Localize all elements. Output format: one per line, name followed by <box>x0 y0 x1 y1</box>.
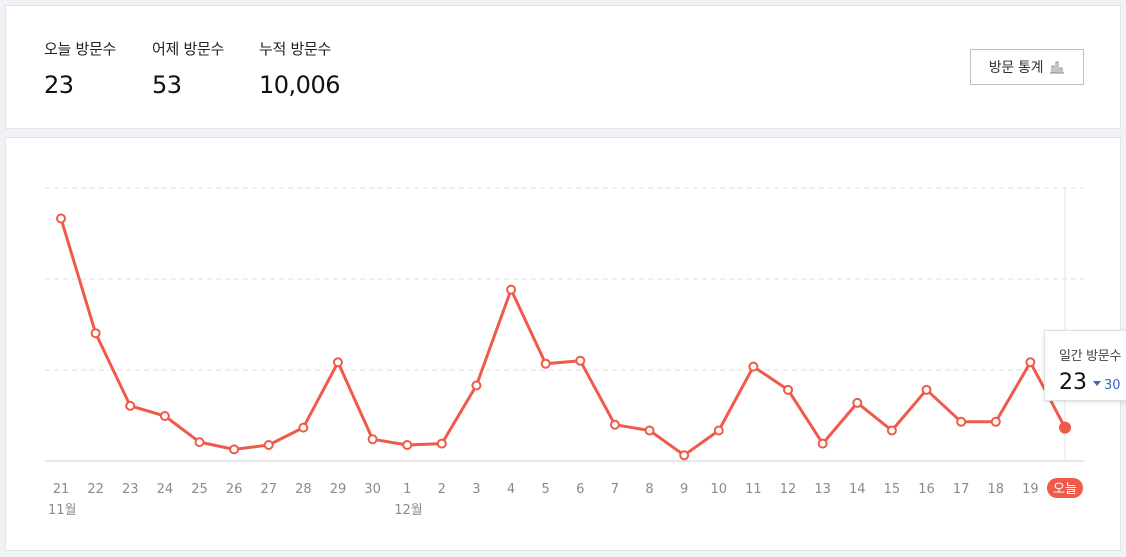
data-point[interactable] <box>402 440 413 451</box>
data-point[interactable] <box>990 416 1001 427</box>
x-tick-label: 25 <box>191 482 208 497</box>
chart-series <box>59 218 1067 457</box>
x-tick-label: 9 <box>680 482 688 497</box>
data-point[interactable] <box>817 438 828 449</box>
data-point[interactable] <box>886 425 897 436</box>
x-tick-label: 1 <box>403 482 411 497</box>
tooltip-row: 23 30 <box>1059 370 1126 395</box>
caret-down-icon <box>1093 381 1101 386</box>
x-tick-label: 23 <box>122 482 139 497</box>
data-point[interactable] <box>609 419 620 430</box>
data-point[interactable] <box>229 444 240 455</box>
x-tick-label: 8 <box>645 482 653 497</box>
data-point[interactable] <box>436 438 447 449</box>
data-point[interactable] <box>783 384 794 395</box>
x-month-label: 12월 <box>394 503 423 518</box>
data-point[interactable] <box>644 425 655 436</box>
yesterday-stat: 어제 방문수 53 <box>152 38 224 99</box>
x-tick-label: 12 <box>780 482 797 497</box>
data-point[interactable] <box>298 422 309 433</box>
today-visits-label: 오늘 방문수 <box>44 40 116 58</box>
visits-line-chart: 21 22 23 24 25 26 27 28 29 30 1 2 3 4 5 6 7 8 9 10 11 12 13 14 1… <box>45 187 1084 518</box>
x-tick-label: 14 <box>849 482 866 497</box>
data-point[interactable] <box>56 213 66 224</box>
data-point[interactable] <box>471 380 482 391</box>
x-tick-label: 28 <box>295 482 312 497</box>
x-tick-label: 10 <box>711 482 728 497</box>
x-month-label: 11월 <box>48 503 77 518</box>
x-tick-label: 2 <box>438 482 446 497</box>
x-tick-label: 13 <box>814 482 831 497</box>
x-tick-label: 11 <box>745 482 762 497</box>
data-point[interactable] <box>194 437 205 448</box>
total-stat: 누적 방문수 10,006 <box>259 38 340 99</box>
visit-stats-button[interactable]: 방문 통계 <box>970 49 1084 85</box>
tooltip-label: 일간 방문수 <box>1059 349 1122 364</box>
data-point[interactable] <box>263 440 274 451</box>
data-point[interactable] <box>367 434 378 445</box>
data-point[interactable] <box>1025 357 1036 368</box>
total-visits-value: 10,006 <box>259 71 340 99</box>
x-tick-label-today: 오늘 <box>1053 482 1077 497</box>
x-tick-label: 15 <box>884 482 901 497</box>
x-tick-label: 6 <box>576 482 584 497</box>
x-tick-label: 30 <box>364 482 381 497</box>
data-point[interactable] <box>713 425 724 436</box>
total-visits-label: 누적 방문수 <box>259 40 331 58</box>
x-tick-label: 21 <box>53 482 70 497</box>
chart-points <box>56 213 1071 461</box>
tooltip-delta-value: 30 <box>1104 378 1121 393</box>
x-tick-label: 4 <box>507 482 515 497</box>
data-point[interactable] <box>956 416 967 427</box>
today-stat: 오늘 방문수 23 <box>44 38 116 99</box>
yesterday-visits-value: 53 <box>152 71 182 99</box>
bar-chart-icon <box>1050 61 1065 74</box>
x-tick-label: 27 <box>260 482 277 497</box>
x-tick-label: 24 <box>157 482 174 497</box>
visits-series-line <box>59 218 1067 457</box>
data-point[interactable] <box>852 397 863 408</box>
x-tick-label: 26 <box>226 482 243 497</box>
data-point[interactable] <box>921 384 932 395</box>
tooltip-value: 23 <box>1059 370 1087 395</box>
x-tick-label: 19 <box>1022 482 1039 497</box>
chart-grid <box>45 187 1084 462</box>
daily-visits-tooltip: 일간 방문수 23 30 <box>1044 330 1126 401</box>
x-tick-label: 7 <box>611 482 619 497</box>
data-point[interactable] <box>679 450 690 461</box>
visit-stats-button-label: 방문 통계 <box>988 60 1044 76</box>
tooltip-delta: 30 <box>1093 378 1121 393</box>
data-point[interactable] <box>159 410 170 421</box>
x-tick-label: 16 <box>918 482 935 497</box>
x-tick-label: 22 <box>87 482 104 497</box>
data-point[interactable] <box>506 284 517 295</box>
data-point[interactable] <box>125 400 136 411</box>
x-tick-label: 17 <box>953 482 970 497</box>
data-point[interactable] <box>90 328 101 339</box>
yesterday-visits-label: 어제 방문수 <box>152 40 224 58</box>
data-point[interactable] <box>540 358 551 369</box>
chart-panel: 21 22 23 24 25 26 27 28 29 30 1 2 3 4 5 6 7 8 9 10 11 12 13 14 1… <box>5 137 1121 551</box>
x-axis-ticks: 21 22 23 24 25 26 27 28 29 30 1 2 3 4 5 6 7 8 9 10 11 12 13 14 1… <box>48 478 1083 518</box>
x-tick-label: 5 <box>542 482 550 497</box>
data-point[interactable] <box>575 355 586 366</box>
x-tick-label: 18 <box>987 482 1004 497</box>
today-visits-value: 23 <box>44 71 74 99</box>
stats-panel: 오늘 방문수 23 어제 방문수 53 누적 방문수 10,006 방문 통계 <box>5 5 1121 129</box>
data-point-today[interactable] <box>1059 421 1071 434</box>
data-point[interactable] <box>748 361 759 372</box>
x-tick-label: 3 <box>472 482 480 497</box>
data-point[interactable] <box>332 357 343 368</box>
today-badge <box>1047 478 1083 498</box>
x-tick-label: 29 <box>330 482 347 497</box>
